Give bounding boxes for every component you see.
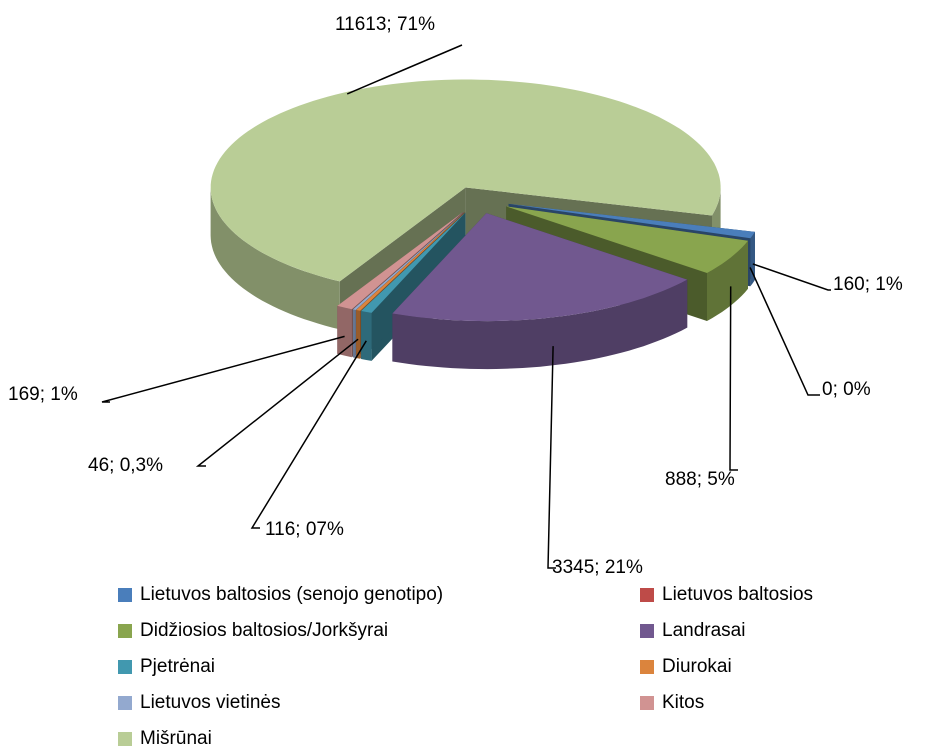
legend-swatch [118,732,132,746]
data-label: 11613; 71% [335,14,435,35]
legend-swatch [640,660,654,674]
leader-line [250,340,367,529]
leader-line [101,335,345,403]
slice-side [750,231,755,287]
slice [353,212,465,310]
slice-side [353,309,356,358]
leader-line [749,267,820,396]
slice-side [361,311,372,361]
data-label: 169; 1% [8,384,78,405]
legend-swatch [118,660,132,674]
leader-line [195,338,359,467]
legend-label: Lietuvos baltosios [662,584,813,605]
slice [361,212,466,313]
data-label: 46; 0,3% [88,455,163,476]
legend-label: Lietuvos baltosios (senojo genotipo) [140,584,443,605]
legend-swatch [118,696,132,710]
slice [508,203,755,239]
slice [210,79,721,282]
legend-swatch [118,624,132,638]
legend-label: Kitos [662,692,704,713]
legend-label: Diurokai [662,656,732,677]
legend-label: Didžiosios baltosios/Jorkšyrai [140,620,388,641]
legend-swatch [640,696,654,710]
slice [392,213,688,322]
data-label: 160; 1% [833,274,903,295]
slice-side [356,310,361,359]
leader-line [547,346,556,569]
legend-swatch [640,624,654,638]
leader-line [752,263,831,291]
slice [356,212,465,311]
slice-side [337,305,352,358]
slice [337,212,464,310]
legend-label: Lietuvos vietinės [140,692,280,713]
data-label: 888; 5% [665,469,735,490]
slice-wall [361,212,466,359]
legend-swatch [118,588,132,602]
slice-side [707,240,748,321]
slice-side [392,279,688,370]
leader-line [346,44,463,95]
slice-side [210,187,340,330]
slice [506,206,748,273]
data-label: 0; 0% [822,379,871,400]
legend-label: Landrasai [662,620,745,641]
data-label: 3345; 21% [552,557,643,578]
legend-swatch [640,588,654,602]
leader-line [729,286,738,471]
legend-label: Pjetrėnai [140,656,215,677]
legend-label: Mišrūnai [140,728,212,749]
data-label: 116; 07% [265,519,344,540]
